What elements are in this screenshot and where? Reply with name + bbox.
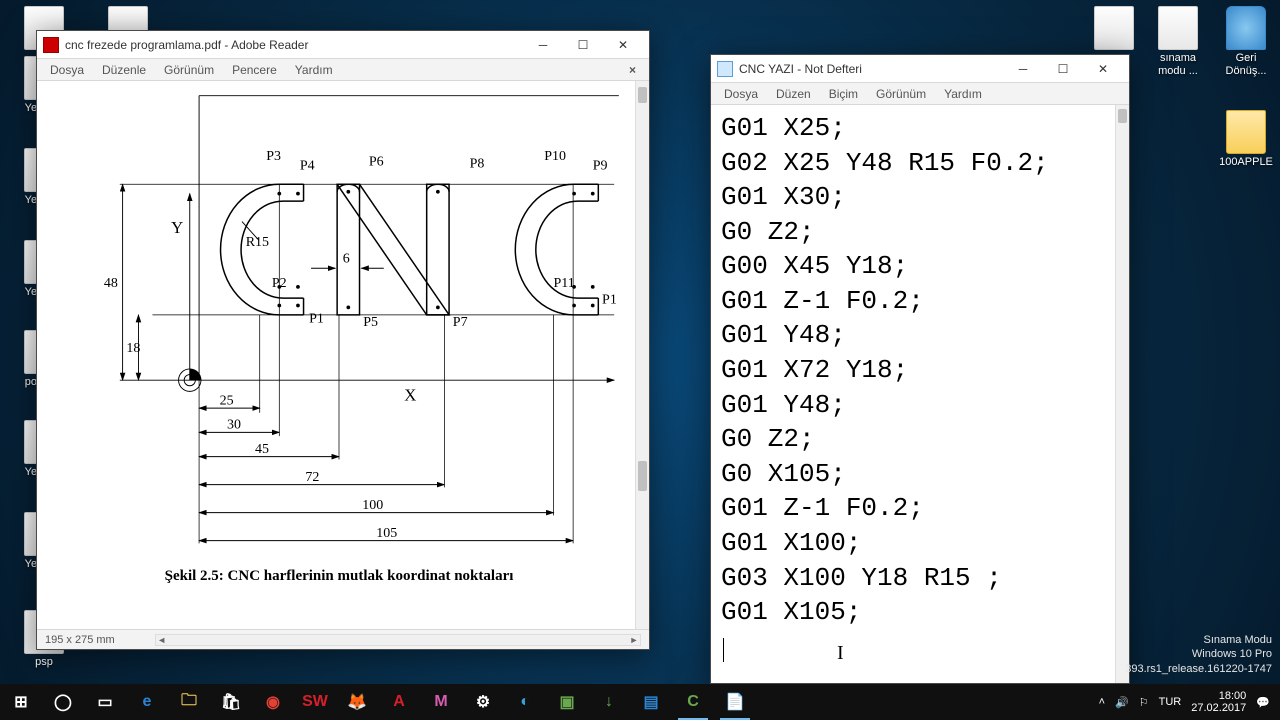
pdf-toolbar-close-icon[interactable]: × (620, 61, 645, 79)
cnc-diagram: X Y (47, 91, 631, 621)
notepad-app-icon (717, 61, 733, 77)
svg-text:6: 6 (343, 252, 350, 267)
svg-text:P10: P10 (544, 149, 566, 164)
figure-caption: Şekil 2.5: CNC harflerinin mutlak koordi… (47, 568, 631, 585)
svg-text:P1: P1 (602, 293, 617, 308)
notepad-menu-item[interactable]: Düzen (767, 85, 820, 103)
svg-text:P7: P7 (453, 315, 468, 330)
tray-ime-label[interactable]: TUR (1159, 696, 1182, 708)
notepad-menu-item[interactable]: Dosya (715, 85, 767, 103)
notepad-menu-item[interactable]: Yardım (935, 85, 991, 103)
notification-center-icon[interactable]: 💬 (1256, 696, 1270, 709)
tray-expand-icon[interactable]: ˄ (1099, 696, 1105, 708)
svg-text:25: 25 (220, 393, 234, 408)
pdf-menu-item[interactable]: Yardım (286, 61, 342, 79)
text-caret-icon: I (837, 642, 844, 665)
svg-text:P2: P2 (272, 276, 287, 291)
desktop-icon[interactable] (1084, 6, 1144, 52)
pdf-menu-item[interactable]: Düzenle (93, 61, 155, 79)
pdf-vertical-scrollbar[interactable] (635, 81, 649, 629)
taskbar-notepad-button[interactable]: 📄 (714, 684, 756, 720)
pdf-content-area: X Y (37, 81, 649, 629)
pdf-menu-item[interactable]: Dosya (41, 61, 93, 79)
tray-network-icon[interactable]: ⚐ (1139, 696, 1149, 709)
notepad-close-button[interactable]: ✕ (1083, 58, 1123, 80)
svg-text:R15: R15 (246, 235, 269, 250)
pdf-title: cnc frezede programlama.pdf - Adobe Read… (65, 38, 523, 52)
taskbar-firefox-button[interactable]: 🦊 (336, 684, 378, 720)
taskbar-acrobat-button[interactable]: A (378, 684, 420, 720)
svg-text:P11: P11 (554, 276, 575, 291)
taskbar-clock[interactable]: 18:00 27.02.2017 (1191, 690, 1246, 714)
svg-text:100: 100 (362, 498, 383, 513)
desktop-icon[interactable]: sınamamodu ... (1148, 6, 1208, 77)
notepad-menubar: DosyaDüzenBiçimGörünümYardım (711, 83, 1129, 105)
adobe-reader-window: cnc frezede programlama.pdf - Adobe Read… (36, 30, 650, 650)
taskbar: ⊞◯▭e🗀🛍◉SW🦊AM⚙◐▣↓▤C📄 ˄ 🔊 ⚐ TUR 18:00 27.0… (0, 684, 1280, 720)
svg-text:48: 48 (104, 276, 118, 291)
svg-text:105: 105 (376, 526, 397, 541)
pdf-app-icon (43, 37, 59, 53)
taskbar-solidworks-button[interactable]: SW (294, 684, 336, 720)
taskbar-chrome-button[interactable]: ◉ (252, 684, 294, 720)
pdf-close-button[interactable]: ✕ (603, 34, 643, 56)
pdf-minimize-button[interactable]: ─ (523, 34, 563, 56)
pdf-page-size: 195 x 275 mm (45, 634, 115, 646)
svg-text:P4: P4 (300, 158, 315, 173)
svg-text:P1: P1 (309, 311, 324, 326)
svg-text:30: 30 (227, 418, 241, 433)
pdf-titlebar[interactable]: cnc frezede programlama.pdf - Adobe Read… (37, 31, 649, 59)
svg-text:18: 18 (126, 341, 140, 356)
taskbar-taskview-button[interactable]: ▭ (84, 684, 126, 720)
notepad-title: CNC YAZI - Not Defteri (739, 62, 1003, 76)
pdf-maximize-button[interactable]: ☐ (563, 34, 603, 56)
pdf-statusbar: 195 x 275 mm ◄► (37, 629, 649, 649)
windows-watermark: Sınama Modu Windows 10 Pro 393.rs1_relea… (1125, 633, 1272, 676)
svg-text:P5: P5 (363, 315, 378, 330)
desktop-icon[interactable]: 100APPLE (1216, 110, 1276, 169)
tray-volume-icon[interactable]: 🔊 (1115, 696, 1129, 709)
svg-text:P6: P6 (369, 155, 384, 170)
pdf-menu-item[interactable]: Pencere (223, 61, 286, 79)
notepad-minimize-button[interactable]: ─ (1003, 58, 1043, 80)
notepad-text-area[interactable]: G01 X25; G02 X25 Y48 R15 F0.2; G01 X30; … (711, 105, 1129, 683)
notepad-menu-item[interactable]: Görünüm (867, 85, 935, 103)
notepad-window: CNC YAZI - Not Defteri ─ ☐ ✕ DosyaDüzenB… (710, 54, 1130, 684)
taskbar-app4-button[interactable]: ▤ (630, 684, 672, 720)
axis-y-label: Y (171, 218, 183, 237)
svg-text:72: 72 (305, 470, 319, 485)
taskbar-media-button[interactable]: ◐ (504, 684, 546, 720)
taskbar-explorer-button[interactable]: 🗀 (168, 684, 210, 720)
taskbar-start-button[interactable]: ⊞ (0, 684, 42, 720)
svg-text:P8: P8 (470, 156, 485, 171)
taskbar-app1-button[interactable]: M (420, 684, 462, 720)
svg-text:P9: P9 (593, 158, 608, 173)
diagram-svg: X Y (47, 91, 631, 557)
notepad-menu-item[interactable]: Biçim (820, 85, 867, 103)
notepad-vertical-scrollbar[interactable] (1115, 105, 1129, 683)
taskbar-app3-button[interactable]: ↓ (588, 684, 630, 720)
taskbar-settings-button[interactable]: ⚙ (462, 684, 504, 720)
pdf-horizontal-scrollbar[interactable]: ◄► (155, 634, 641, 646)
taskbar-camtasia-button[interactable]: C (672, 684, 714, 720)
taskbar-app2-button[interactable]: ▣ (546, 684, 588, 720)
system-tray[interactable]: ˄ 🔊 ⚐ TUR 18:00 27.02.2017 💬 (1089, 690, 1280, 714)
pdf-menubar: DosyaDüzenleGörünümPencereYardım × (37, 59, 649, 81)
svg-text:45: 45 (255, 442, 269, 457)
axis-x-label: X (404, 386, 416, 405)
pdf-menu-item[interactable]: Görünüm (155, 61, 223, 79)
desktop-icon[interactable]: GeriDönüş... (1216, 6, 1276, 77)
taskbar-search-button[interactable]: ◯ (42, 684, 84, 720)
notepad-titlebar[interactable]: CNC YAZI - Not Defteri ─ ☐ ✕ (711, 55, 1129, 83)
taskbar-store-button[interactable]: 🛍 (210, 684, 252, 720)
taskbar-edge-button[interactable]: e (126, 684, 168, 720)
svg-text:P3: P3 (266, 149, 281, 164)
notepad-maximize-button[interactable]: ☐ (1043, 58, 1083, 80)
